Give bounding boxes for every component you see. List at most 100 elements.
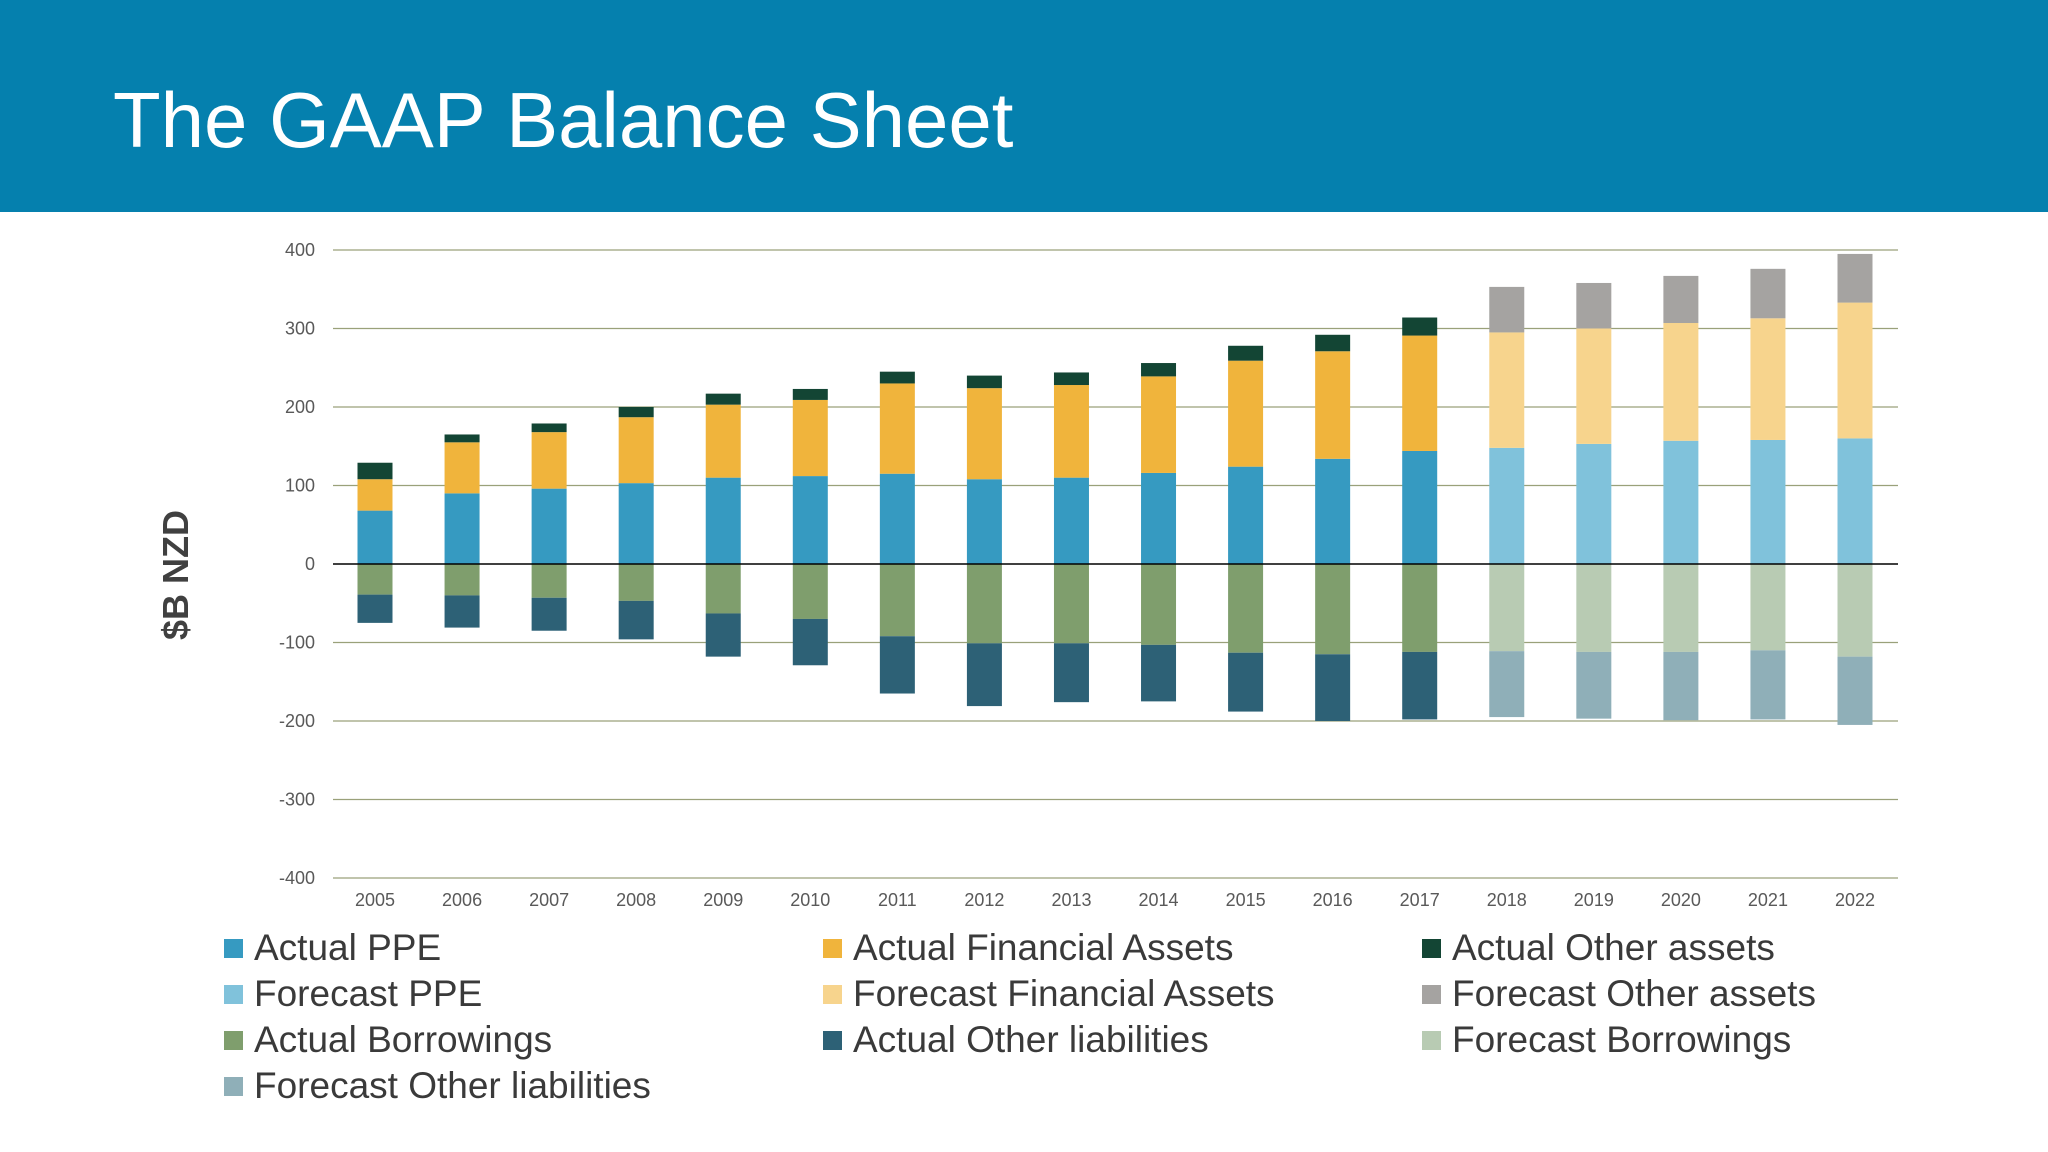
legend-label: Forecast Borrowings [1452,1019,1792,1060]
legend-item-forecast-ppe: Forecast PPE [224,971,482,1017]
bar-segment [1228,564,1264,653]
page-title: The GAAP Balance Sheet [113,76,1014,164]
bar-segment [444,493,480,564]
bar-segment [1315,654,1351,721]
bar-segment [444,442,480,494]
bar-segment [1750,650,1786,720]
x-tick-label: 2009 [703,890,743,910]
bar-segment [705,564,741,614]
bar-segment [1663,440,1699,564]
bar-segment [879,383,915,474]
bar-segment [1053,564,1089,644]
bar-segment [1837,656,1873,725]
bar-segment [531,597,567,631]
bar-segment [618,564,654,601]
bar-segment [1576,328,1612,444]
x-tick-label: 2020 [1661,890,1701,910]
bar-segment [792,399,828,477]
bar-segment [1750,564,1786,651]
bar-segment [1576,564,1612,652]
y-axis-label: $B NZD [155,509,196,641]
bar-segment [357,479,393,511]
bar-segment [1402,450,1438,564]
bar-segment [966,388,1002,480]
chart-area: 400 300 200 100 0 -100 -200 -300 -400 2005 2006 200… [0,212,2048,1152]
bar-segment [1053,385,1089,478]
legend-item-actual-borrowings: Actual Borrowings [224,1017,552,1063]
bar-segment [1837,253,1873,303]
bar-segment [1489,332,1525,448]
x-tick-label: 2012 [964,890,1004,910]
bar-segment [1141,376,1177,473]
bar-segment [1053,643,1089,703]
bar-segment [1837,302,1873,439]
legend-item-forecast-borrowings: Forecast Borrowings [1422,1017,1791,1063]
bar-segment [1489,286,1525,333]
y-tick-label: -300 [279,790,315,810]
bar-segment [1576,651,1612,719]
bar-segment [1053,372,1089,386]
x-tick-label: 2007 [529,890,569,910]
bar-segment [966,643,1002,707]
bar-segment [879,371,915,384]
bar-segment [1141,564,1177,645]
legend-swatch [224,984,243,1004]
bar-segment [1663,275,1699,324]
x-tick-label: 2006 [442,890,482,910]
title-banner: The GAAP Balance Sheet [0,0,2048,212]
bar-segment [705,393,741,405]
bar-segment [1228,466,1264,564]
bar-segment [1837,564,1873,657]
bar-segment [879,564,915,637]
bar-segment [1489,447,1525,564]
bar-segment [357,594,393,623]
bar-segment [1141,363,1177,377]
bar-segment [1315,458,1351,564]
bar-segment [1837,438,1873,564]
bar-segment [879,473,915,564]
bar-segment [1576,443,1612,564]
bar-segment [792,388,828,400]
y-tick-label: -400 [279,868,315,888]
bar-segment [531,564,567,598]
legend-swatch [1422,938,1441,958]
bar-segment [1402,317,1438,336]
bar-segment [1489,564,1525,652]
bar-segment [357,510,393,564]
x-tick-label: 2008 [616,890,656,910]
legend-label: Actual Other liabilities [853,1019,1209,1060]
y-tick-label: -100 [279,633,315,653]
x-tick-label: 2010 [790,890,830,910]
bar-segment [1228,360,1264,467]
legend-label: Actual PPE [254,927,442,968]
bar-segment [1141,644,1177,702]
bar-segment [618,417,654,484]
bar-segment [1315,351,1351,459]
bar-segment [705,477,741,564]
bar-segment [444,564,480,596]
legend-item-forecast-other-assets: Forecast Other assets [1422,971,1816,1017]
bar-segment [1228,345,1264,361]
bar-segment [792,618,828,666]
bar-segment [705,404,741,478]
y-tick-label: 0 [305,554,315,574]
bar-segment [618,407,654,418]
bar-segment [1750,318,1786,440]
bar-segment [1663,564,1699,652]
bar-segment [792,476,828,564]
legend-label: Actual Borrowings [254,1019,553,1060]
legend-label: Forecast Other liabilities [254,1065,651,1106]
bar-segment [879,636,915,694]
bar-segment [792,564,828,619]
y-tick-label: 400 [285,240,315,260]
bar-segment [1402,335,1438,451]
x-tick-label: 2022 [1835,890,1875,910]
legend-item-actual-other-assets: Actual Other assets [1422,925,1775,971]
legend-label: Forecast PPE [254,973,483,1014]
bar-segment [531,432,567,489]
legend-item-actual-ppe: Actual PPE [224,925,441,971]
bar-segment [1228,652,1264,712]
x-tick-label: 2021 [1748,890,1788,910]
bar-segment [618,483,654,564]
legend-item-forecast-other-liabilities: Forecast Other liabilities [224,1063,651,1109]
